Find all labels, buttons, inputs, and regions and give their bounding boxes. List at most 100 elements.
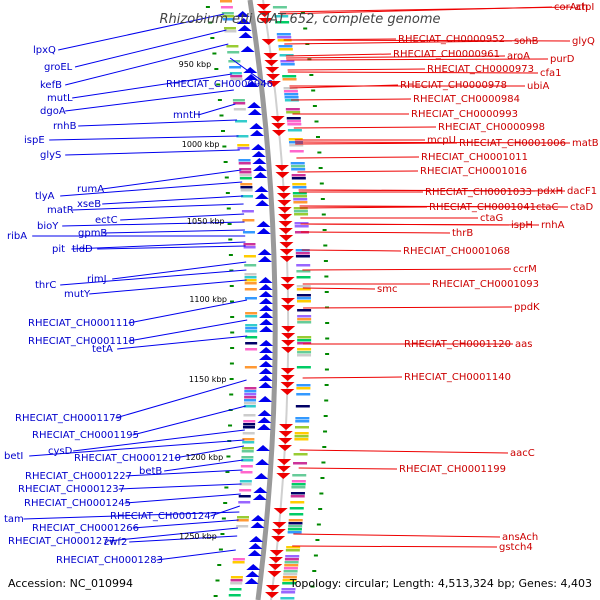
left-gene-label[interactable]: RHECIAT_CH0001277 (8, 536, 115, 547)
left-gene-label[interactable]: RHECIAT_CH0001266 (32, 523, 139, 534)
left-gene-label[interactable]: groEL (44, 62, 73, 73)
left-gene-label[interactable]: betI (4, 451, 23, 462)
right-gene-label[interactable]: pdxH (537, 186, 563, 197)
left-gene-label[interactable]: zwf2 (104, 537, 127, 548)
right-gene-label[interactable]: ubiA (527, 81, 549, 92)
right-gene-label[interactable]: RHECIAT_CH0001199 (399, 464, 506, 475)
left-connector-line (102, 169, 242, 190)
right-gene-label[interactable]: ppdK (514, 302, 540, 313)
reverse-gene-arrow (265, 585, 280, 591)
right-gene-label[interactable]: RHECIAT_CH0001011 (421, 152, 528, 163)
right-gene-label[interactable]: RHECIAT_CH0000978 (400, 80, 507, 91)
right-gene-label[interactable]: glyQ (572, 36, 595, 47)
left-gene-label[interactable]: gpmB (78, 228, 107, 239)
right-gene-label[interactable]: aas (515, 339, 532, 350)
right-gene-label[interactable]: sohB (514, 36, 539, 47)
left-gene-label[interactable]: matR (47, 205, 74, 216)
right-gene-label[interactable]: RHECIAT_CH0000993 (411, 109, 518, 120)
tick-mark-left (214, 68, 219, 70)
forward-gene-arrow (247, 550, 262, 556)
right-gene-label[interactable]: RHECIAT_CH0000984 (413, 94, 520, 105)
feature-block (245, 348, 258, 351)
reverse-gene-arrow (278, 221, 293, 227)
right-gene-label[interactable]: ansAch (502, 532, 538, 543)
left-gene-label[interactable]: RHECIAT_CH0001110 (28, 318, 135, 329)
right-gene-label[interactable]: RHECIAT_CH0001006 (459, 138, 566, 149)
left-gene-label[interactable]: tam (4, 514, 24, 525)
right-gene-label[interactable]: atpI (575, 2, 594, 13)
right-gene-label[interactable]: aacC (510, 448, 535, 459)
right-gene-label[interactable]: corAch (554, 2, 588, 13)
right-gene-label[interactable]: cfa1 (540, 68, 562, 79)
left-gene-label[interactable]: mntH (173, 110, 201, 121)
right-gene-label[interactable]: RHECIAT_CH0000973 (427, 64, 534, 75)
feature-block (226, 45, 239, 48)
right-gene-label[interactable]: smc (377, 284, 397, 295)
left-gene-label[interactable]: RHECIAT_CH0001245 (24, 498, 131, 509)
left-gene-label[interactable]: RHECIAT_CH0001247 (110, 511, 217, 522)
right-gene-label[interactable]: RHECIAT_CH0001093 (432, 279, 539, 290)
left-gene-label[interactable]: rnhB (53, 121, 77, 132)
left-gene-label[interactable]: lpxQ (33, 45, 56, 56)
left-gene-label[interactable]: cysD (48, 446, 73, 457)
feature-block (287, 120, 302, 123)
left-gene-label[interactable]: RHECIAT_CH0001195 (32, 430, 139, 441)
right-gene-label[interactable]: RHECIAT_CH0000952 (398, 34, 505, 45)
left-gene-label[interactable]: RHECIAT_CH0001118 (28, 336, 135, 347)
feature-block (241, 459, 254, 462)
left-gene-label[interactable]: rimJ (87, 274, 107, 285)
left-gene-label[interactable]: ispE (24, 135, 45, 146)
feature-block (220, 6, 233, 9)
left-gene-label[interactable]: tetA (92, 344, 113, 355)
left-gene-label[interactable]: dgoA (40, 106, 66, 117)
right-gene-label[interactable]: rnhA (541, 220, 565, 231)
right-gene-label[interactable]: aroA (507, 51, 530, 62)
left-gene-label[interactable]: ectC (95, 215, 118, 226)
left-gene-label[interactable]: RHECIAT_CH0001283 (56, 555, 163, 566)
right-gene-label[interactable]: ctaG (480, 213, 503, 224)
left-gene-label[interactable]: bioY (37, 221, 59, 232)
feature-block (286, 546, 301, 549)
right-gene-label[interactable]: purD (550, 54, 575, 65)
left-gene-label[interactable]: RHECIAT_CH0001179 (15, 413, 122, 424)
right-gene-label[interactable]: RHECIAT_CH0001016 (420, 166, 527, 177)
right-gene-label[interactable]: RHECIAT_CH0000998 (438, 122, 545, 133)
right-gene-label[interactable]: mcpU (427, 135, 456, 146)
right-gene-label[interactable]: RHECIAT_CH0001041 (429, 202, 536, 213)
right-gene-label[interactable]: ccrM (513, 264, 537, 275)
left-gene-label[interactable]: tldD (72, 244, 93, 255)
left-gene-label[interactable]: tlyA (35, 191, 55, 202)
left-gene-label[interactable]: kefB (40, 80, 62, 91)
right-gene-label[interactable]: matB (572, 138, 599, 149)
right-gene-label[interactable]: thrB (452, 228, 473, 239)
left-gene-label[interactable]: RHECIAT_CH0000946 (166, 79, 273, 90)
left-gene-label[interactable]: RHECIAT_CH0001227 (25, 471, 132, 482)
right-gene-label[interactable]: RHECIAT_CH0001140 (404, 372, 511, 383)
left-gene-label[interactable]: RHECIAT_CH0001237 (18, 484, 125, 495)
right-gene-label[interactable]: RHECIAT_CH0001120 (404, 339, 511, 350)
left-gene-label[interactable]: mutY (64, 289, 91, 300)
left-gene-label[interactable]: glyS (40, 150, 61, 161)
left-gene-label[interactable]: ribA (7, 231, 27, 242)
reverse-gene-arrow (256, 4, 271, 10)
feature-block (230, 576, 243, 579)
feature-block (222, 18, 235, 21)
feature-block (297, 348, 312, 351)
left-gene-label[interactable]: pit (52, 244, 65, 255)
left-gene-label[interactable]: mutL (47, 93, 73, 104)
left-gene-label[interactable]: thrC (35, 280, 56, 291)
right-gene-label[interactable]: ctaD (570, 202, 594, 213)
right-gene-label[interactable]: ctaC (536, 202, 559, 213)
right-gene-label[interactable]: dacF1 (567, 186, 597, 197)
left-gene-label[interactable]: RHECIAT_CH0001210 (74, 453, 181, 464)
right-gene-label[interactable]: RHECIAT_CH0001068 (403, 246, 510, 257)
reverse-gene-arrow (277, 459, 292, 465)
left-gene-label[interactable]: rumA (77, 184, 104, 195)
right-gene-label[interactable]: ispH (511, 220, 533, 231)
right-gene-label[interactable]: RHECIAT_CH0000961 (393, 49, 500, 60)
right-gene-label[interactable]: RHECIAT_CH0001033 (425, 187, 532, 198)
right-gene-label[interactable]: gstch4 (499, 542, 533, 553)
left-gene-label[interactable]: xseB (77, 199, 101, 210)
left-gene-label[interactable]: betB (139, 466, 162, 477)
forward-gene-arrow (252, 165, 267, 171)
